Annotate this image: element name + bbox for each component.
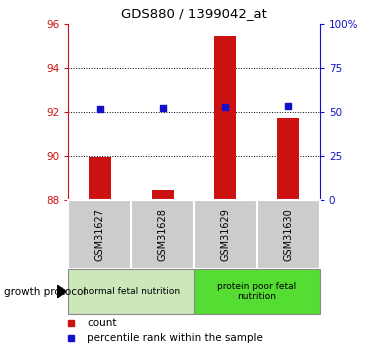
Point: [285, 103, 291, 109]
Bar: [68, 200, 131, 269]
Bar: [152, 190, 174, 200]
Text: GSM31629: GSM31629: [220, 208, 230, 261]
Bar: [131, 200, 194, 269]
Text: growth protocol: growth protocol: [4, 287, 86, 296]
Bar: [215, 36, 236, 200]
Text: normal fetal nutrition: normal fetal nutrition: [83, 287, 180, 296]
Bar: [194, 269, 320, 314]
Bar: [194, 200, 257, 269]
Title: GDS880 / 1399042_at: GDS880 / 1399042_at: [121, 7, 267, 20]
Text: GSM31628: GSM31628: [158, 208, 168, 261]
Point: [160, 106, 166, 111]
Text: GSM31627: GSM31627: [95, 208, 105, 261]
Text: percentile rank within the sample: percentile rank within the sample: [87, 333, 263, 343]
Point: [222, 105, 229, 110]
Point: [97, 107, 103, 112]
Bar: [257, 200, 320, 269]
Polygon shape: [57, 285, 66, 298]
Bar: [277, 118, 300, 200]
Bar: [68, 269, 194, 314]
Text: protein poor fetal
nutrition: protein poor fetal nutrition: [217, 282, 296, 301]
Bar: [89, 157, 111, 200]
Text: GSM31630: GSM31630: [284, 208, 293, 261]
Text: count: count: [87, 318, 117, 328]
